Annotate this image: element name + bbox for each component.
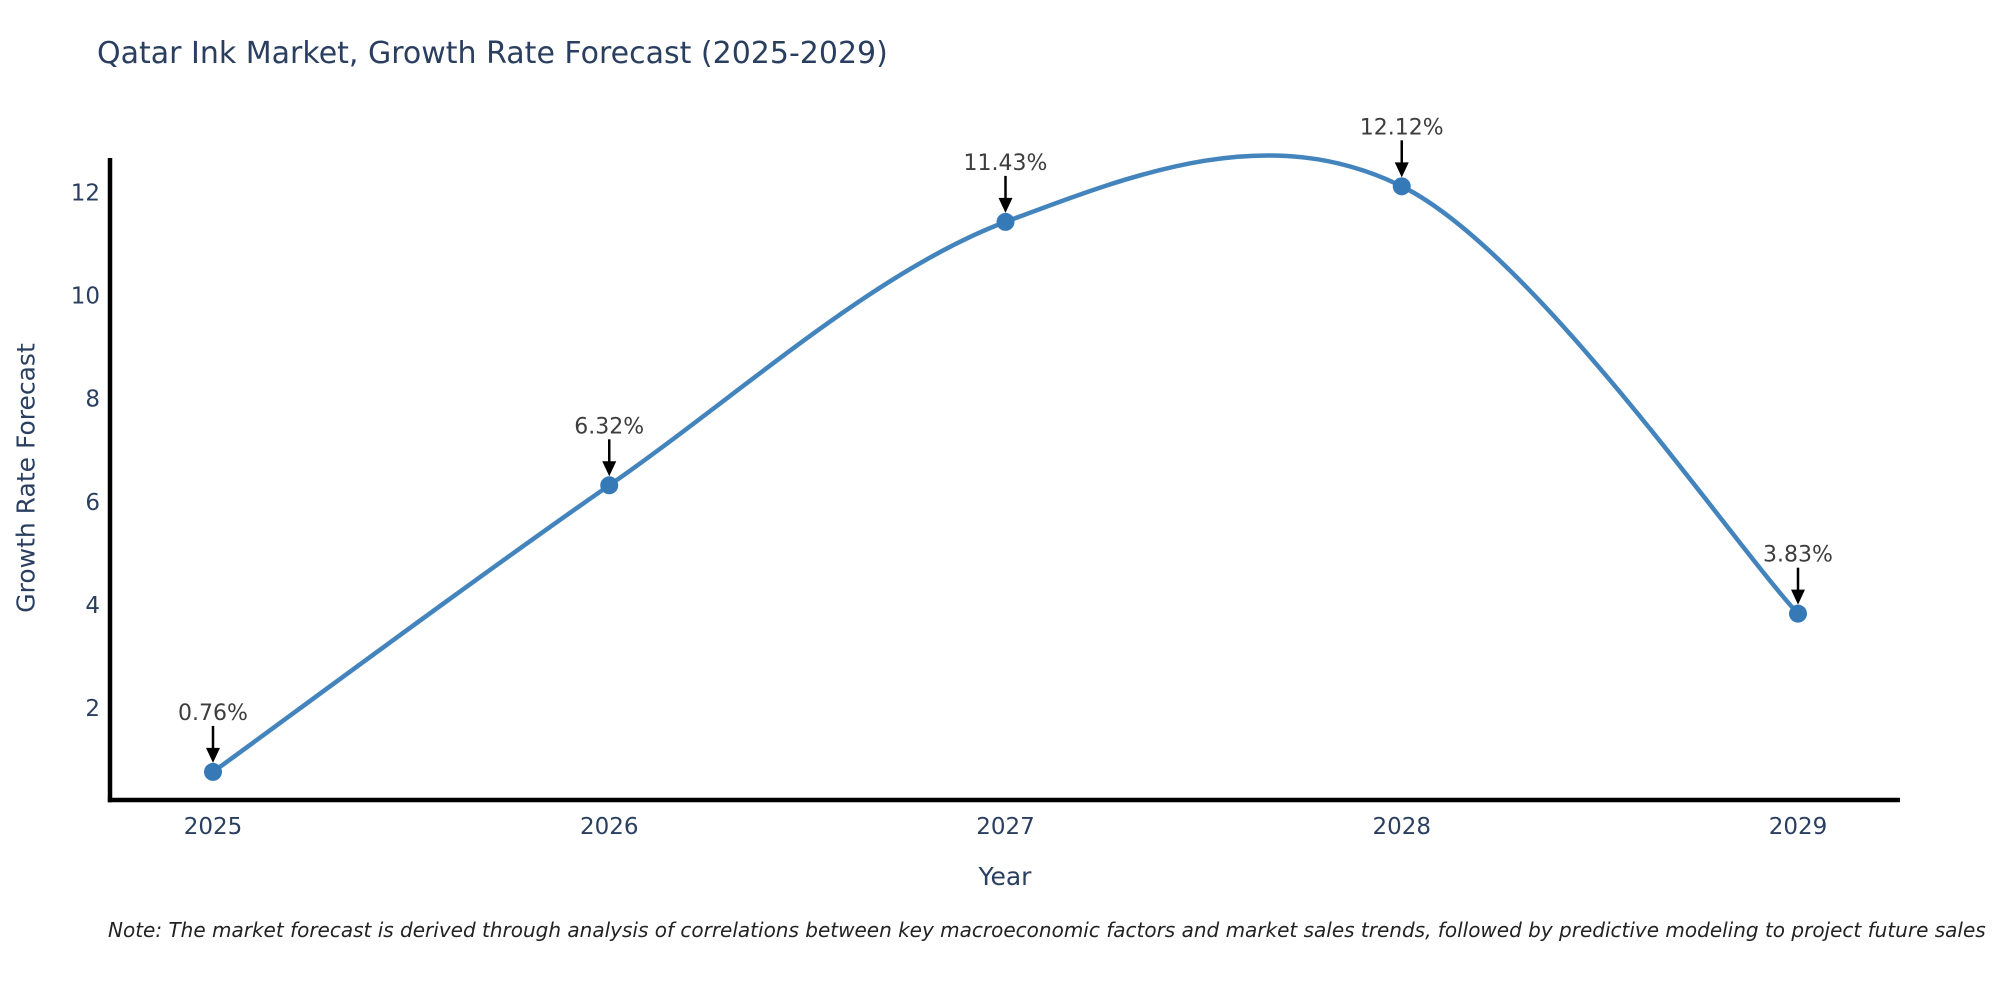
y-tick-label: 8 [85, 387, 100, 413]
data-point-marker [1392, 177, 1411, 196]
x-tick-label: 2029 [1769, 814, 1828, 840]
x-axis-title: Year [978, 862, 1032, 891]
y-tick-label: 6 [85, 490, 100, 516]
annotation-label: 3.83% [1763, 543, 1833, 568]
y-tick-label: 10 [71, 284, 100, 310]
chart-title: Qatar Ink Market, Growth Rate Forecast (… [97, 36, 888, 71]
x-tick-label: 2027 [976, 814, 1035, 840]
annotation-label: 11.43% [964, 151, 1048, 176]
annotation-arrow-head [1394, 162, 1409, 178]
annotation-arrow-head [998, 197, 1013, 213]
annotation-label: 12.12% [1360, 115, 1444, 140]
y-tick-label: 2 [85, 696, 100, 722]
data-point-marker [1789, 604, 1807, 623]
annotation-arrow-head [602, 461, 617, 477]
x-tick-label: 2026 [580, 814, 639, 840]
y-tick-label: 12 [71, 181, 100, 207]
annotation-arrow-head [1791, 589, 1805, 605]
annotation-label: 0.76% [178, 701, 248, 726]
annotation-label: 6.32% [574, 414, 644, 439]
data-point-marker [204, 762, 222, 781]
y-tick-label: 4 [85, 593, 100, 619]
data-point-marker [996, 212, 1015, 231]
note-text: Note: The market forecast is derived thr… [108, 918, 1986, 942]
x-tick-label: 2028 [1372, 814, 1431, 840]
annotation-arrow-head [206, 747, 220, 763]
data-point-marker [600, 476, 619, 495]
trend-line [210, 153, 1801, 775]
x-tick-label: 2025 [184, 814, 243, 840]
